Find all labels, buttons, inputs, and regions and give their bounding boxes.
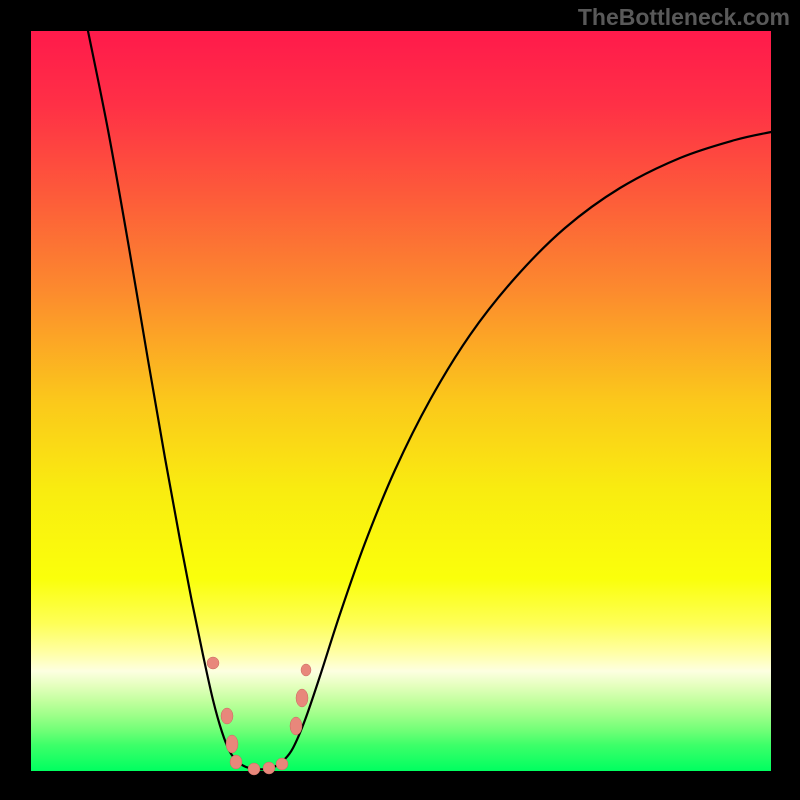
chart-container: TheBottleneck.com bbox=[0, 0, 800, 800]
data-marker bbox=[296, 689, 308, 707]
data-marker bbox=[221, 708, 233, 724]
data-marker bbox=[290, 717, 302, 735]
data-marker bbox=[230, 755, 242, 769]
data-marker bbox=[276, 758, 288, 770]
data-marker bbox=[301, 664, 311, 676]
data-marker bbox=[207, 657, 219, 669]
watermark-text: TheBottleneck.com bbox=[578, 4, 790, 31]
data-marker bbox=[226, 735, 238, 753]
plot-background bbox=[31, 31, 771, 771]
data-marker bbox=[248, 763, 260, 775]
chart-svg bbox=[0, 0, 800, 800]
data-marker bbox=[263, 762, 275, 774]
